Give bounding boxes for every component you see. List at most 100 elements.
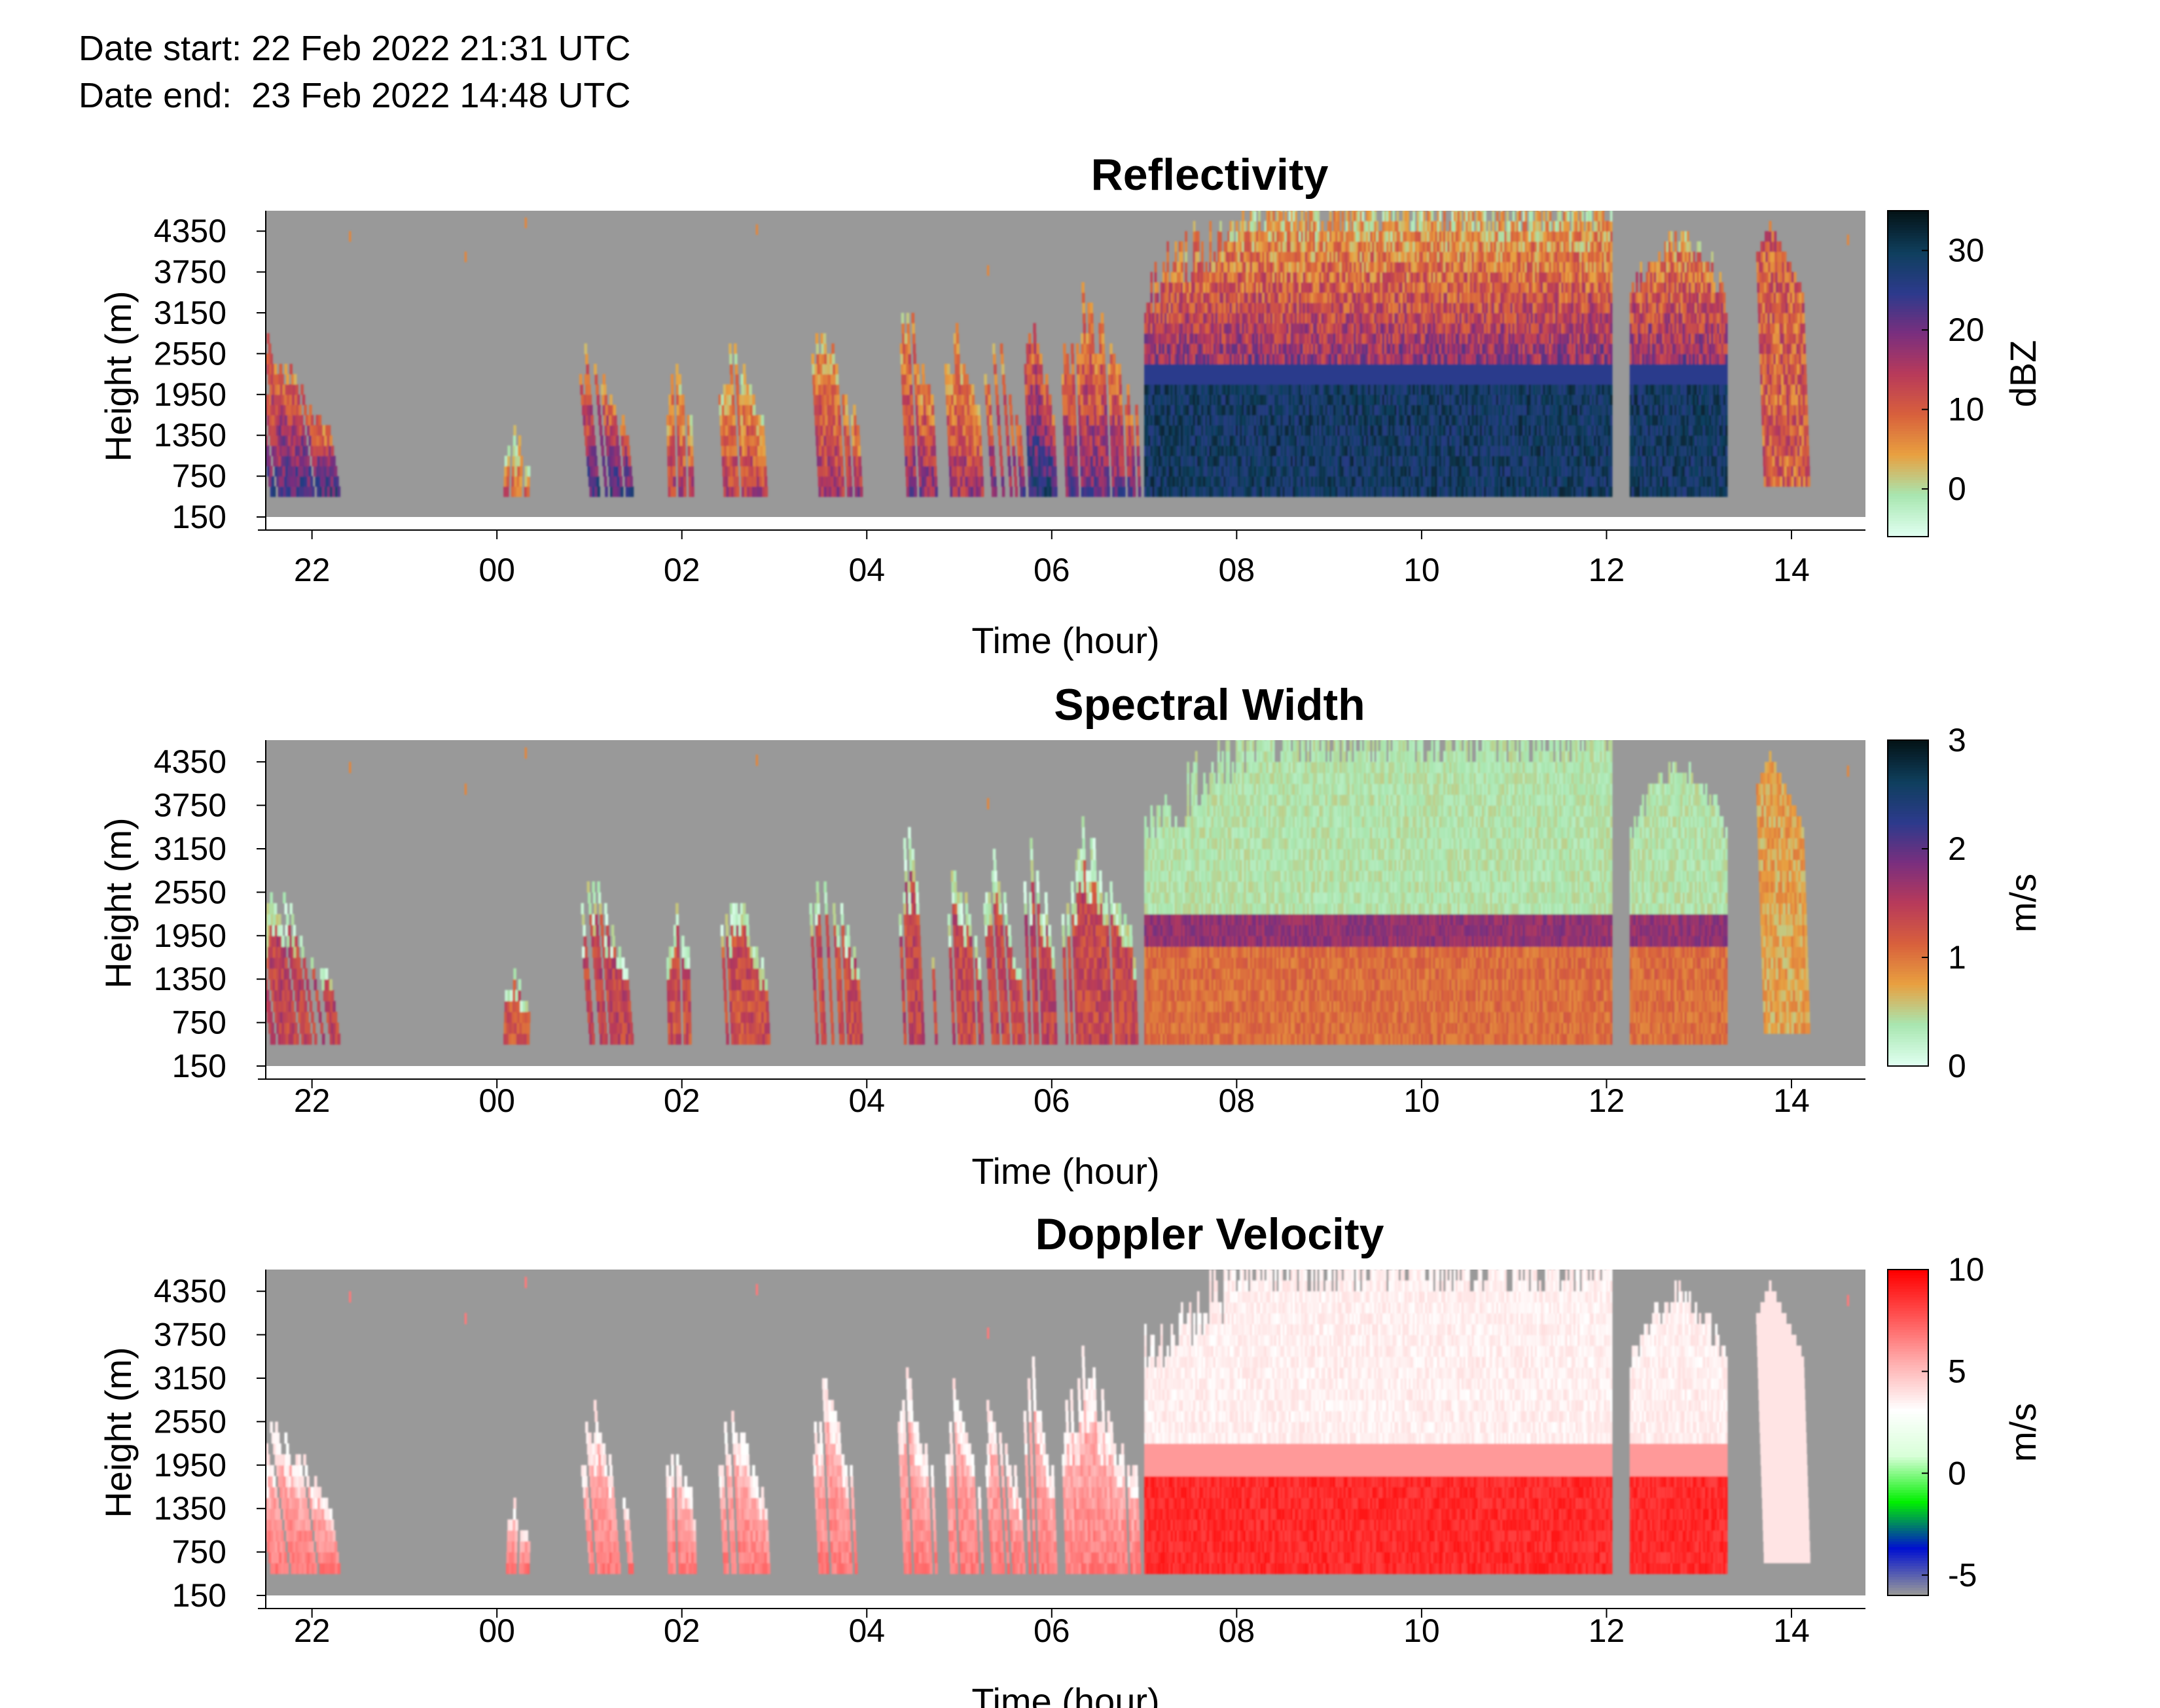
heatmap-cells [260, 200, 1850, 497]
heatmap-cell [1170, 323, 1174, 334]
heatmap-cell [1347, 466, 1350, 477]
heatmap-cell [729, 353, 732, 365]
heatmap-cell [1282, 425, 1286, 436]
heatmap-cell [1359, 221, 1363, 232]
heatmap-cell [1022, 476, 1025, 487]
heatmap-cell [1390, 231, 1393, 242]
heatmap-cell [1376, 251, 1379, 262]
heatmap-cell [1101, 404, 1105, 416]
heatmap-cell [1176, 262, 1179, 273]
heatmap-cell [1238, 384, 1240, 395]
heatmap-cell [1274, 435, 1277, 446]
heatmap-cell [820, 425, 823, 436]
heatmap-cell [1115, 486, 1118, 497]
heatmap-cell [1293, 476, 1295, 487]
heatmap-cell [287, 415, 291, 426]
heatmap-cell [986, 404, 990, 416]
heatmap-cell [1174, 272, 1178, 283]
heatmap-cell [304, 455, 308, 467]
heatmap-cell [744, 384, 747, 395]
heatmap-cell [298, 486, 302, 497]
heatmap-cell [1380, 476, 1383, 487]
heatmap-cell [1303, 241, 1306, 252]
heatmap-cell [1315, 211, 1318, 222]
heatmap-cell [321, 466, 325, 477]
heatmap-cell [1288, 486, 1291, 497]
heatmap-cell [1227, 394, 1231, 405]
heatmap-cell [749, 384, 752, 395]
heatmap-cell [1366, 200, 1369, 211]
heatmap-cell [317, 476, 321, 487]
heatmap-cell [1217, 333, 1220, 344]
heatmap-cell [1197, 415, 1200, 426]
heatmap-cell [1290, 292, 1293, 303]
heatmap-cell [1390, 272, 1393, 283]
heatmap-cell [1315, 374, 1318, 385]
heatmap-cell [1301, 221, 1304, 232]
heatmap-cell [1327, 302, 1330, 313]
heatmap-cell [1347, 221, 1350, 232]
heatmap-cell [314, 435, 317, 446]
heatmap-cell [1117, 415, 1121, 426]
heatmap-cell [260, 404, 263, 415]
heatmap-cell [1305, 425, 1308, 436]
heatmap-cell [1181, 262, 1183, 273]
heatmap-cell [1305, 211, 1308, 222]
heatmap-cell [725, 384, 729, 395]
heatmap-cell [1215, 353, 1218, 365]
heatmap-cell [1358, 231, 1361, 242]
heatmap-cell [672, 455, 675, 467]
heatmap-cell [266, 435, 268, 446]
heatmap-cell [915, 394, 918, 405]
heatmap-cell [1262, 333, 1265, 344]
heatmap-cell [1040, 455, 1044, 467]
heatmap-cell [1199, 415, 1202, 426]
heatmap-cell [1039, 353, 1043, 365]
heatmap-cell [913, 476, 917, 487]
heatmap-cell [1201, 333, 1204, 344]
heatmap-cell [1309, 200, 1312, 211]
heatmap-cell [908, 466, 911, 477]
heatmap-cell [1174, 374, 1178, 385]
heatmap-cell [1233, 455, 1236, 467]
heatmap-cell [948, 404, 952, 416]
heatmap-cell [1047, 415, 1050, 426]
heatmap-cell [1081, 435, 1085, 446]
heatmap-cell [621, 435, 624, 446]
heatmap-cell [1361, 364, 1365, 375]
heatmap-cell [1185, 313, 1187, 324]
heatmap-cell [317, 425, 321, 436]
heatmap-cell [1274, 455, 1277, 467]
heatmap-cell [600, 435, 603, 446]
heatmap-cell [1337, 415, 1340, 426]
heatmap-cell [987, 384, 990, 395]
heatmap-cell [1308, 394, 1312, 405]
heatmap-cell [1317, 486, 1320, 497]
heatmap-cell [730, 425, 734, 436]
heatmap-cell [835, 455, 838, 467]
heatmap-cell [513, 486, 517, 497]
heatmap-cell [992, 343, 996, 354]
heatmap-cell [1152, 435, 1155, 446]
heatmap-cell [1156, 313, 1159, 324]
heatmap-cell [1203, 445, 1206, 456]
heatmap-cell [1258, 313, 1261, 324]
heatmap-cell [1203, 374, 1206, 385]
heatmap-cell [1028, 343, 1032, 354]
heatmap-cell [1333, 486, 1336, 497]
heatmap-cell [1341, 282, 1344, 293]
heatmap-cell [1215, 364, 1218, 375]
heatmap-cell [1213, 415, 1216, 426]
heatmap-cell [1358, 323, 1361, 334]
heatmap-cell [1308, 272, 1312, 283]
heatmap-cell [1266, 466, 1269, 477]
heatmap-cell [829, 455, 833, 467]
heatmap-cell [1339, 231, 1342, 242]
heatmap-cell [1343, 435, 1346, 446]
heatmap-cell [1225, 455, 1229, 467]
heatmap-cell [1323, 364, 1326, 375]
heatmap-cell [1240, 251, 1242, 262]
heatmap-cell [1233, 302, 1236, 313]
heatmap-cell [1350, 374, 1352, 385]
heatmap-cell [1083, 394, 1087, 405]
